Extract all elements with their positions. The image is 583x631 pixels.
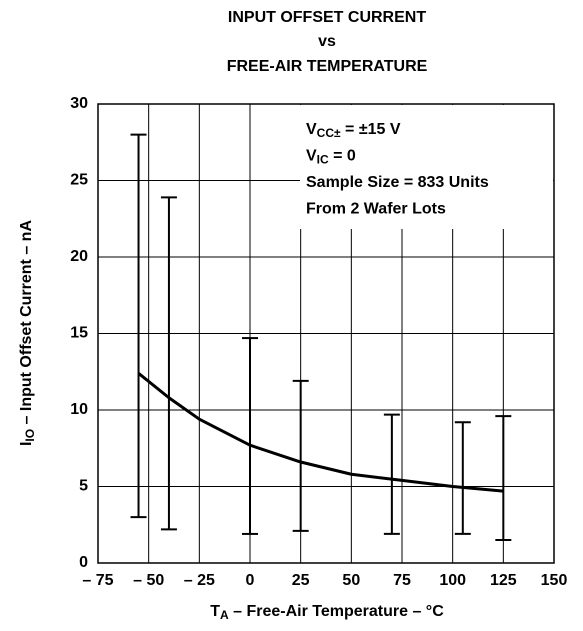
- curve: [137, 372, 504, 493]
- y-axis-label: IIO – Input Offset Current – nA: [18, 220, 37, 446]
- annotation-text: = ±15 V: [341, 121, 401, 138]
- x-axis-label: TA – Free-Air Temperature – °C: [210, 603, 444, 622]
- x-tick-label: 150: [541, 572, 568, 589]
- y-tick-label: 25: [70, 172, 88, 189]
- chart-title: INPUT OFFSET CURRENT: [228, 9, 426, 26]
- x-tick-label: – 50: [133, 572, 164, 589]
- x-tick-label: – 75: [82, 572, 113, 589]
- annotation-text: From 2 Wafer Lots: [306, 201, 446, 218]
- y-tick-label: 15: [70, 325, 88, 342]
- annotation-sub: IC: [317, 153, 329, 167]
- x-tick-label: 75: [393, 572, 411, 589]
- annotation-text: Sample Size = 833 Units: [306, 174, 489, 191]
- x-tick-label: 0: [246, 572, 255, 589]
- annotation-sub: CC±: [317, 126, 341, 140]
- annotation-text: V: [306, 148, 317, 165]
- y-tick-label: 30: [70, 95, 88, 112]
- y-tick-label: 0: [79, 554, 88, 571]
- annotation-text: = 0: [329, 148, 356, 165]
- y-tick-label: 20: [70, 248, 88, 265]
- plot-frame: [97, 103, 555, 564]
- y-tick-label: 10: [70, 401, 88, 418]
- x-tick-label: 125: [490, 572, 517, 589]
- annotation: VIC = 0: [306, 148, 356, 167]
- x-tick-label: – 25: [184, 572, 215, 589]
- annotation: VCC± = ±15 V: [306, 121, 401, 140]
- x-tick-label: 50: [342, 572, 360, 589]
- y-tick-label: 5: [79, 478, 88, 495]
- annotation: Sample Size = 833 Units: [306, 174, 489, 191]
- annotation-text: V: [306, 121, 317, 138]
- x-tick-label: 100: [439, 572, 466, 589]
- x-tick-label: 25: [292, 572, 310, 589]
- annotation-box: [300, 105, 553, 229]
- chart-title: FREE-AIR TEMPERATURE: [227, 58, 428, 75]
- annotation: From 2 Wafer Lots: [306, 201, 446, 218]
- chart-title: vs: [318, 33, 336, 50]
